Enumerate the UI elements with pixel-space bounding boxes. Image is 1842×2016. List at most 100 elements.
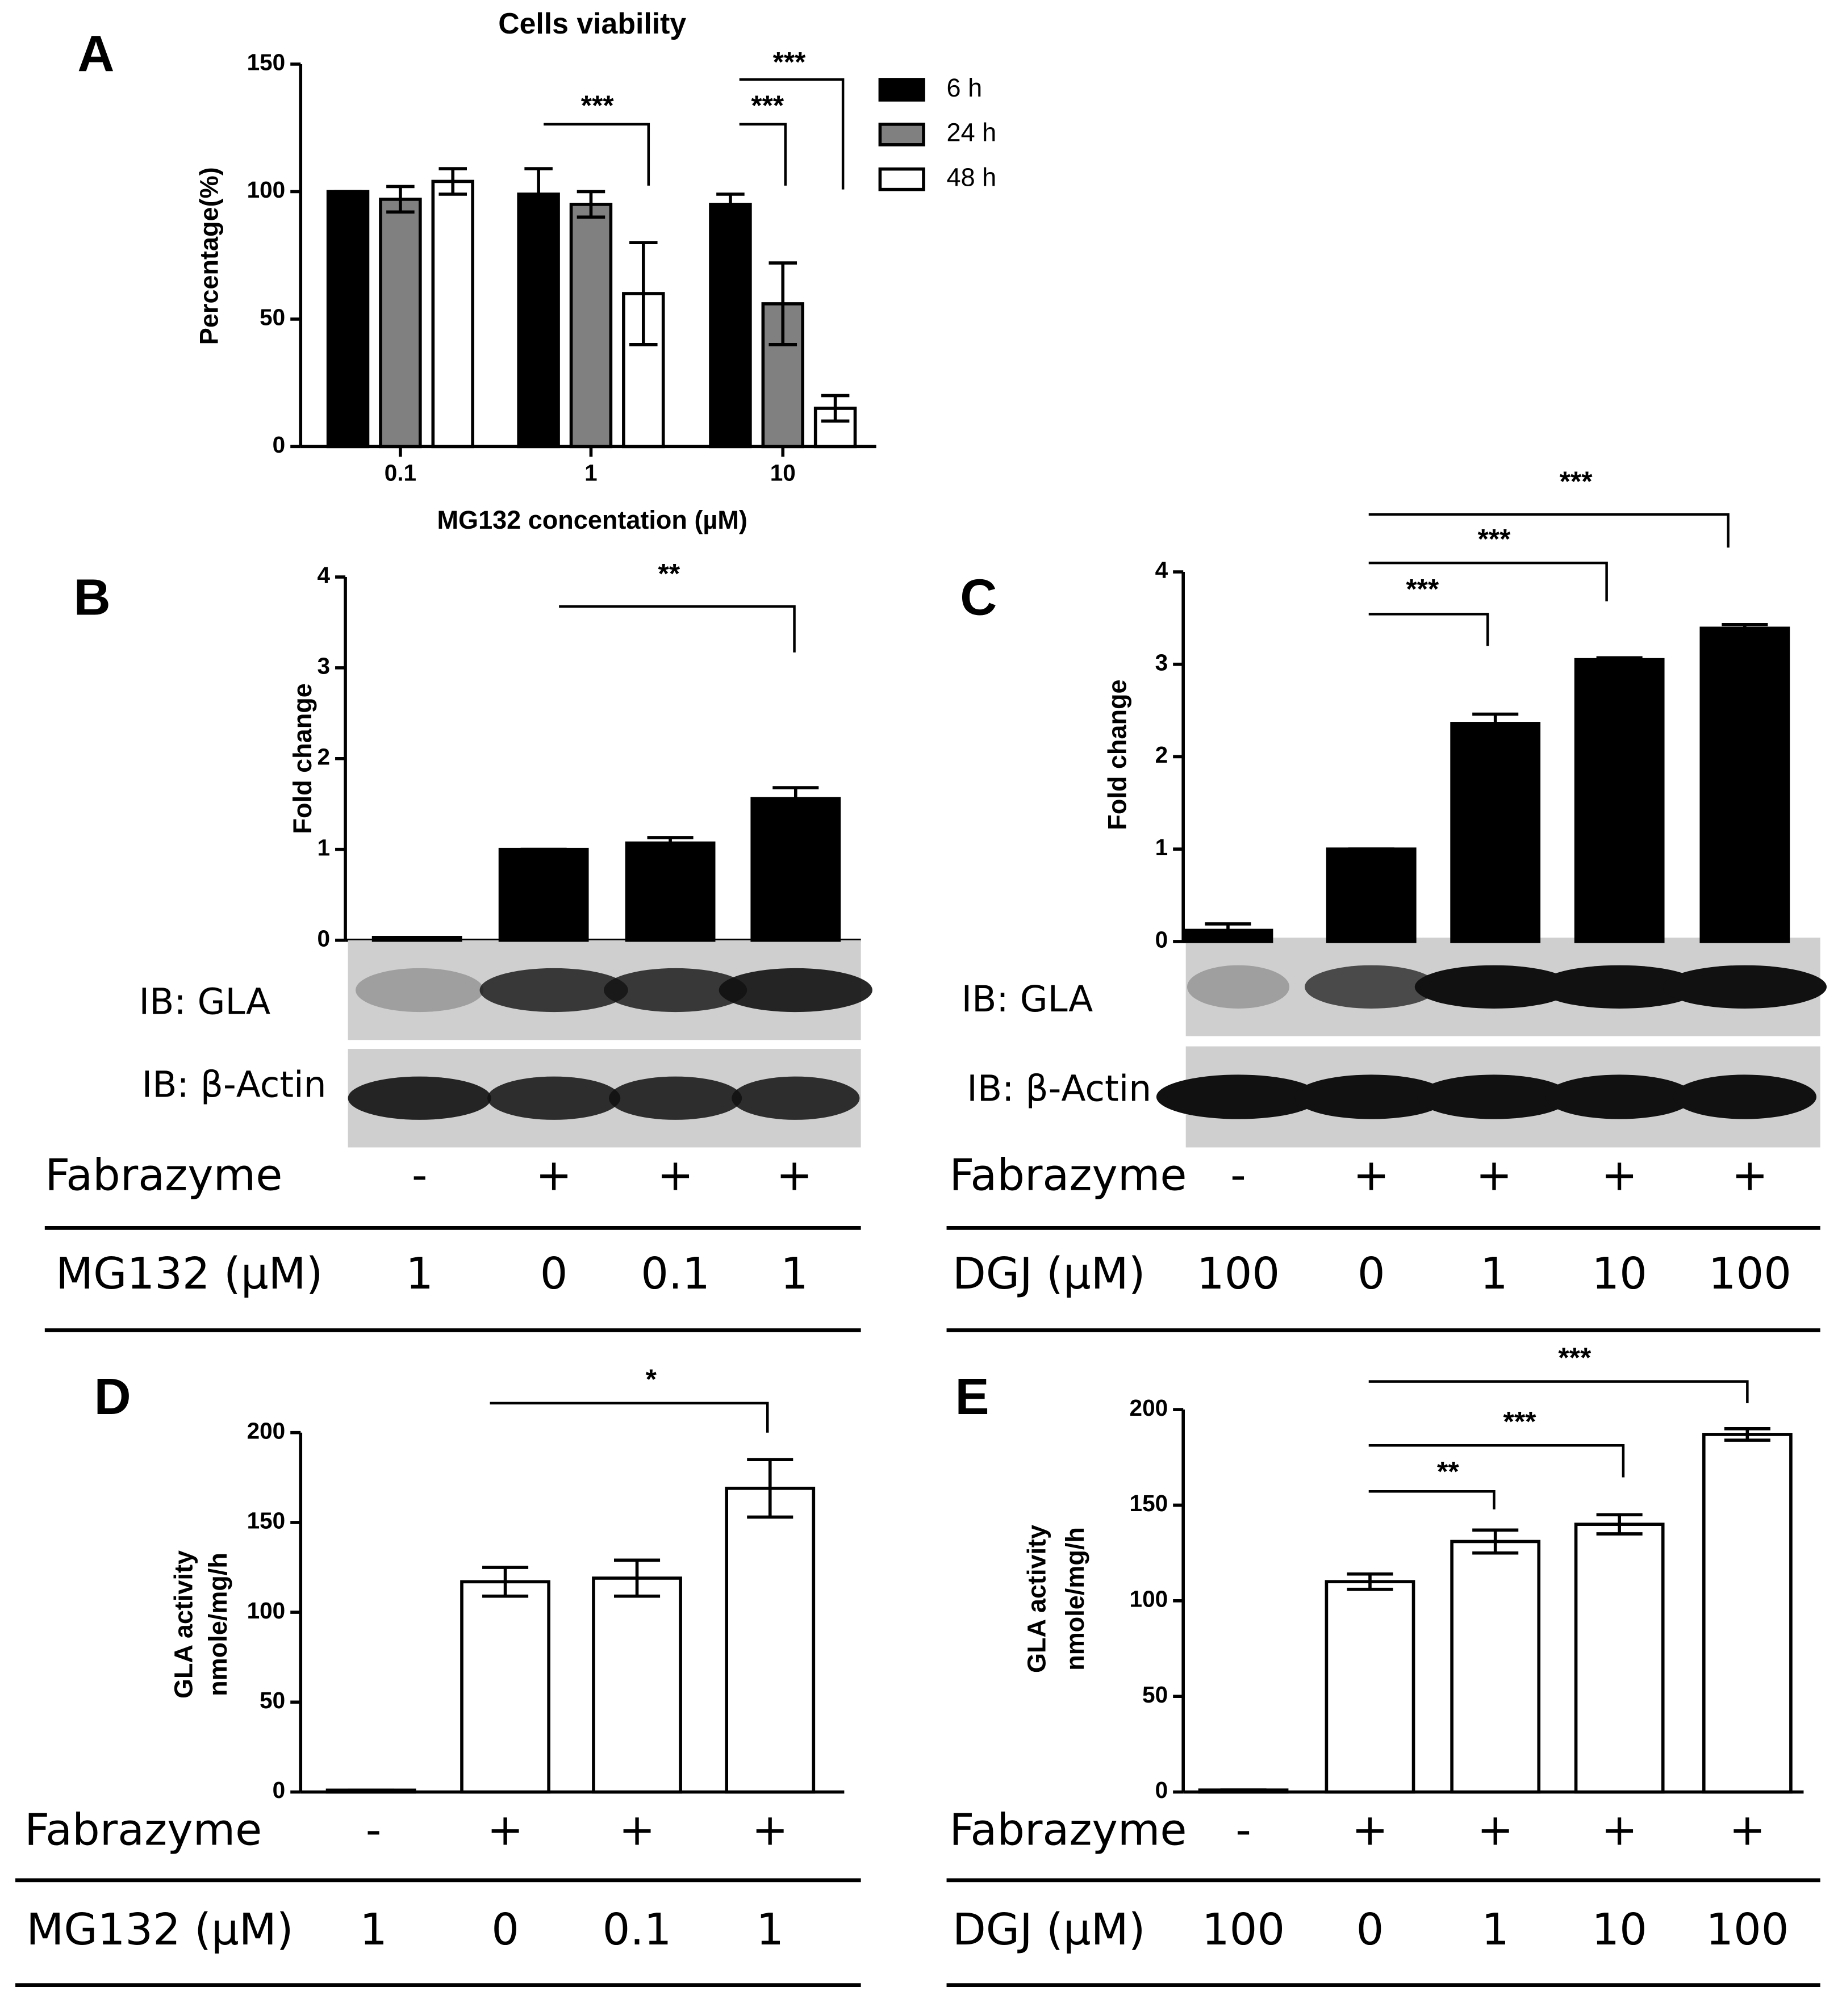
significance-bracket (1368, 1490, 1496, 1509)
bar (1574, 658, 1665, 943)
row-value: + (536, 1151, 572, 1201)
bar (1450, 722, 1541, 943)
row-value: + (752, 1805, 788, 1856)
significance-label: *** (1503, 1406, 1537, 1437)
row-value: 0 (1356, 1905, 1384, 1955)
row-value: + (1601, 1151, 1638, 1201)
row-value: 1 (780, 1249, 808, 1299)
y-tick-label: 4 (317, 562, 330, 588)
blot-band (1294, 1074, 1448, 1119)
y-tick-label: 100 (247, 1597, 286, 1624)
y-tick-label: 50 (260, 304, 285, 331)
row-value: 0 (491, 1905, 519, 1955)
significance-label: ** (658, 558, 680, 589)
y-axis-label: Fold change (288, 683, 317, 834)
blot-band (1538, 965, 1702, 1009)
legend-label: 6 h (947, 73, 983, 102)
row-value: - (1230, 1151, 1246, 1201)
bar (569, 203, 613, 449)
error-bar (1347, 1572, 1393, 1591)
row-value: + (657, 1151, 694, 1201)
x-tick-label: 0.1 (385, 460, 416, 486)
error-bar (1724, 1427, 1770, 1442)
x-axis-label: MG132 concentation (µM) (437, 505, 747, 534)
row-value: 1 (1481, 1905, 1509, 1955)
blot-band (1156, 1074, 1321, 1119)
bar (498, 847, 589, 942)
error-bar (1205, 922, 1251, 939)
error-bar (716, 193, 745, 216)
x-tick-label: 10 (770, 460, 796, 486)
error-bar (821, 394, 850, 423)
row-value: + (1353, 1151, 1389, 1201)
blot-band (608, 1076, 742, 1120)
panel-letter: C (960, 569, 997, 626)
significance-label: * (646, 1364, 657, 1395)
bar (725, 1486, 816, 1794)
bar (1699, 626, 1790, 943)
panel-letter: E (955, 1368, 989, 1425)
y-tick-label: 150 (1130, 1490, 1168, 1516)
error-bar (614, 1558, 661, 1598)
blot-label: IB: β-Actin (967, 1067, 1151, 1109)
bar (517, 193, 560, 449)
blot-band (732, 1076, 860, 1120)
bar (750, 797, 841, 942)
significance-label: *** (581, 90, 615, 122)
y-tick-label: 150 (247, 49, 286, 76)
blot-band (1545, 1074, 1694, 1119)
y-tick-label: 200 (247, 1417, 286, 1444)
x-tick-label: 1 (584, 460, 598, 486)
error-bar (524, 167, 553, 221)
significance-bracket (1368, 513, 1730, 548)
error-bar (1472, 1528, 1519, 1555)
row-value: 10 (1592, 1249, 1647, 1299)
y-tick-label: 0 (1155, 927, 1168, 953)
row-value: 100 (1202, 1905, 1285, 1955)
blot-band (479, 968, 628, 1013)
row-value: 0 (540, 1249, 568, 1299)
y-axis-label: nmole/mg/h (1060, 1527, 1089, 1671)
row-value: + (619, 1805, 655, 1856)
y-tick-label: 50 (260, 1687, 285, 1713)
row-label: MG132 (µM) (26, 1905, 293, 1955)
blot-label: IB: β-Actin (142, 1064, 327, 1106)
y-axis-label: GLA activity (169, 1550, 198, 1699)
row-label: DGJ (µM) (953, 1249, 1146, 1299)
row-value: 1 (1480, 1249, 1508, 1299)
row-label: DGJ (µM) (953, 1905, 1146, 1955)
bar (1326, 847, 1417, 943)
row-value: 1 (360, 1905, 387, 1955)
panel-letter: B (74, 569, 111, 626)
y-tick-label: 3 (1155, 649, 1168, 675)
blot-band (1187, 965, 1290, 1009)
significance-label: *** (773, 47, 807, 78)
blot-band (1305, 965, 1438, 1009)
row-value: 1 (406, 1249, 433, 1299)
error-bar (482, 1566, 529, 1598)
row-value: 0.1 (641, 1249, 710, 1299)
row-value: - (412, 1151, 428, 1201)
y-tick-label: 200 (1130, 1395, 1168, 1421)
blot-label: IB: GLA (962, 978, 1093, 1020)
y-tick-label: 1 (317, 834, 330, 860)
blot-band (603, 968, 747, 1013)
legend-swatch (878, 122, 925, 147)
row-value: 10 (1592, 1905, 1647, 1955)
bar (592, 1576, 682, 1794)
significance-bracket (1368, 1380, 1749, 1403)
error-bar (768, 261, 797, 346)
row-value: + (776, 1151, 812, 1201)
y-tick-label: 2 (317, 744, 330, 770)
error-bar (747, 1458, 793, 1519)
y-tick-label: 0 (273, 1777, 286, 1803)
error-bar (772, 786, 819, 812)
error-bar (1472, 712, 1519, 734)
error-bar (1596, 656, 1643, 663)
legend-label: 24 h (947, 118, 997, 147)
error-bar (1722, 622, 1768, 634)
y-tick-label: 50 (1142, 1682, 1168, 1708)
row-value: 0.1 (603, 1905, 672, 1955)
